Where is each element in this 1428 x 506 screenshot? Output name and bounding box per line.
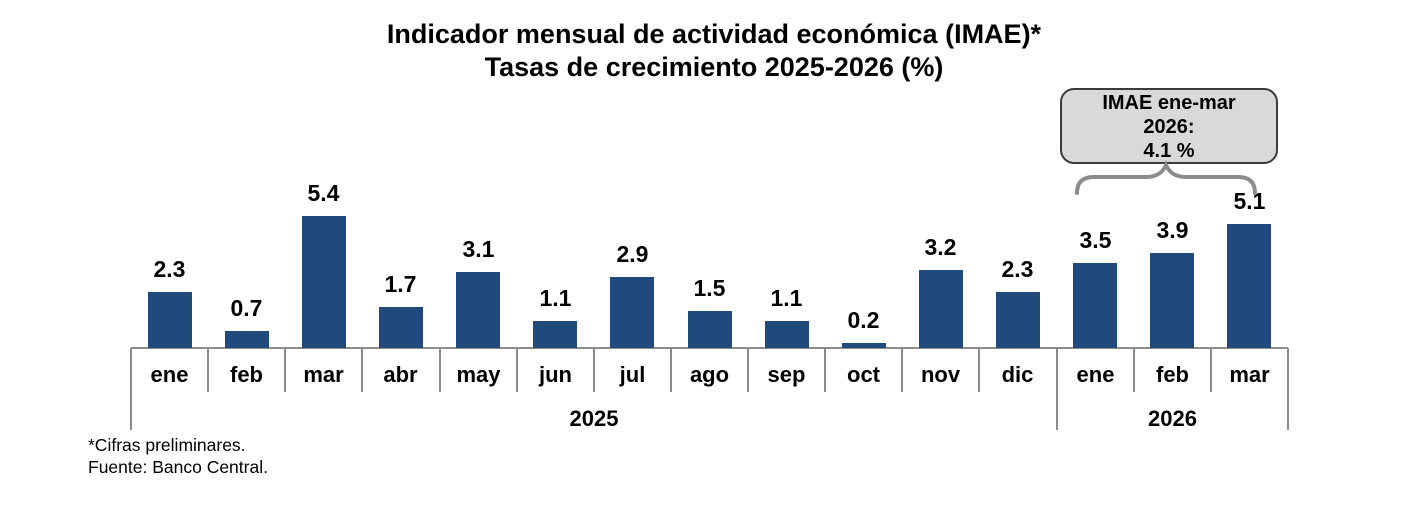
x-tick-label-feb-2025: feb (230, 362, 263, 387)
annotation-line3: 4.1 % (1143, 140, 1195, 162)
x-tick-label-jul-2025: jul (619, 362, 646, 387)
chart-title-line2: Tasas de crecimiento 2025-2026 (%) (484, 52, 944, 82)
bar-value-label: 2.3 (153, 256, 186, 282)
chart-title: Indicador mensual de actividad económica… (0, 18, 1428, 84)
bar-sep-2025 (765, 321, 809, 348)
bar-value-label: 5.1 (1233, 188, 1266, 214)
month-tick (361, 348, 363, 392)
month-tick (207, 348, 209, 392)
month-tick (1210, 348, 1212, 392)
year-separator (1287, 348, 1289, 430)
bar-value-label: 3.2 (924, 234, 957, 260)
month-tick (284, 348, 286, 392)
bar-value-label: 1.1 (770, 285, 803, 311)
month-tick (593, 348, 595, 392)
year-separator (1056, 348, 1058, 430)
x-tick-label-mar-2026: mar (1229, 362, 1270, 387)
bar-jun-2025 (533, 321, 577, 348)
bar-may-2025 (456, 272, 500, 348)
bar-value-label: 3.9 (1156, 217, 1189, 243)
month-tick (978, 348, 980, 392)
bar-dic-2025 (996, 292, 1040, 348)
annotation-line2: 2026: (1143, 116, 1195, 138)
bar-value-label: 2.9 (616, 241, 649, 267)
year-label-2025: 2025 (569, 406, 619, 431)
x-tick-label-feb-2026: feb (1156, 362, 1189, 387)
x-axis-line (131, 347, 1288, 349)
x-tick-label-nov-2025: nov (920, 362, 961, 387)
footnote-preliminary: *Cifras preliminares. (88, 435, 246, 455)
year-separator (130, 348, 132, 430)
month-tick (747, 348, 749, 392)
x-tick-label-sep-2025: sep (767, 362, 806, 387)
month-tick (670, 348, 672, 392)
x-tick-label-mar-2025: mar (303, 362, 344, 387)
bar-value-label: 0.2 (847, 307, 880, 333)
bar-feb-2025 (225, 331, 269, 348)
bar-mar-2026 (1227, 224, 1271, 348)
bar-value-label: 3.5 (1079, 227, 1112, 253)
footnotes: *Cifras preliminares. Fuente: Banco Cent… (88, 435, 268, 478)
x-tick-label-dic-2025: dic (1001, 362, 1034, 387)
bar-jul-2025 (610, 277, 654, 348)
x-tick-label-ago-2025: ago (689, 362, 730, 387)
bar-value-label: 0.7 (230, 295, 263, 321)
bar-value-label: 3.1 (462, 236, 495, 262)
month-tick (901, 348, 903, 392)
bar-abr-2025 (379, 307, 423, 348)
bar-value-label: 1.1 (539, 285, 572, 311)
month-tick (439, 348, 441, 392)
bar-value-label: 1.7 (384, 271, 417, 297)
bar-value-label: 2.3 (1001, 256, 1034, 282)
year-label-2026: 2026 (1148, 406, 1197, 431)
x-tick-label-may-2025: may (456, 362, 501, 387)
footnote-source: Fuente: Banco Central. (88, 456, 268, 477)
bar-feb-2026 (1150, 253, 1194, 348)
x-tick-label-oct-2025: oct (847, 362, 880, 387)
bar-value-label: 1.5 (693, 275, 726, 301)
annotation-line1: IMAE ene-mar (1102, 92, 1236, 114)
bar-value-label: 5.4 (307, 180, 340, 206)
annotation-box: IMAE ene-mar 2026: 4.1 % (1060, 88, 1278, 164)
x-tick-label-abr-2025: abr (383, 362, 418, 387)
month-tick (516, 348, 518, 392)
x-tick-label-ene-2025: ene (150, 362, 189, 387)
bar-oct-2025 (842, 343, 886, 348)
chart-title-line1: Indicador mensual de actividad económica… (386, 19, 1042, 49)
bar-ago-2025 (688, 311, 732, 348)
bar-mar-2025 (302, 216, 346, 348)
bar-nov-2025 (919, 270, 963, 348)
x-tick-label-ene-2026: ene (1076, 362, 1115, 387)
bar-ene-2025 (148, 292, 192, 348)
x-tick-label-jun-2025: jun (539, 362, 572, 387)
bar-ene-2026 (1073, 263, 1117, 348)
month-tick (824, 348, 826, 392)
month-tick (1133, 348, 1135, 392)
